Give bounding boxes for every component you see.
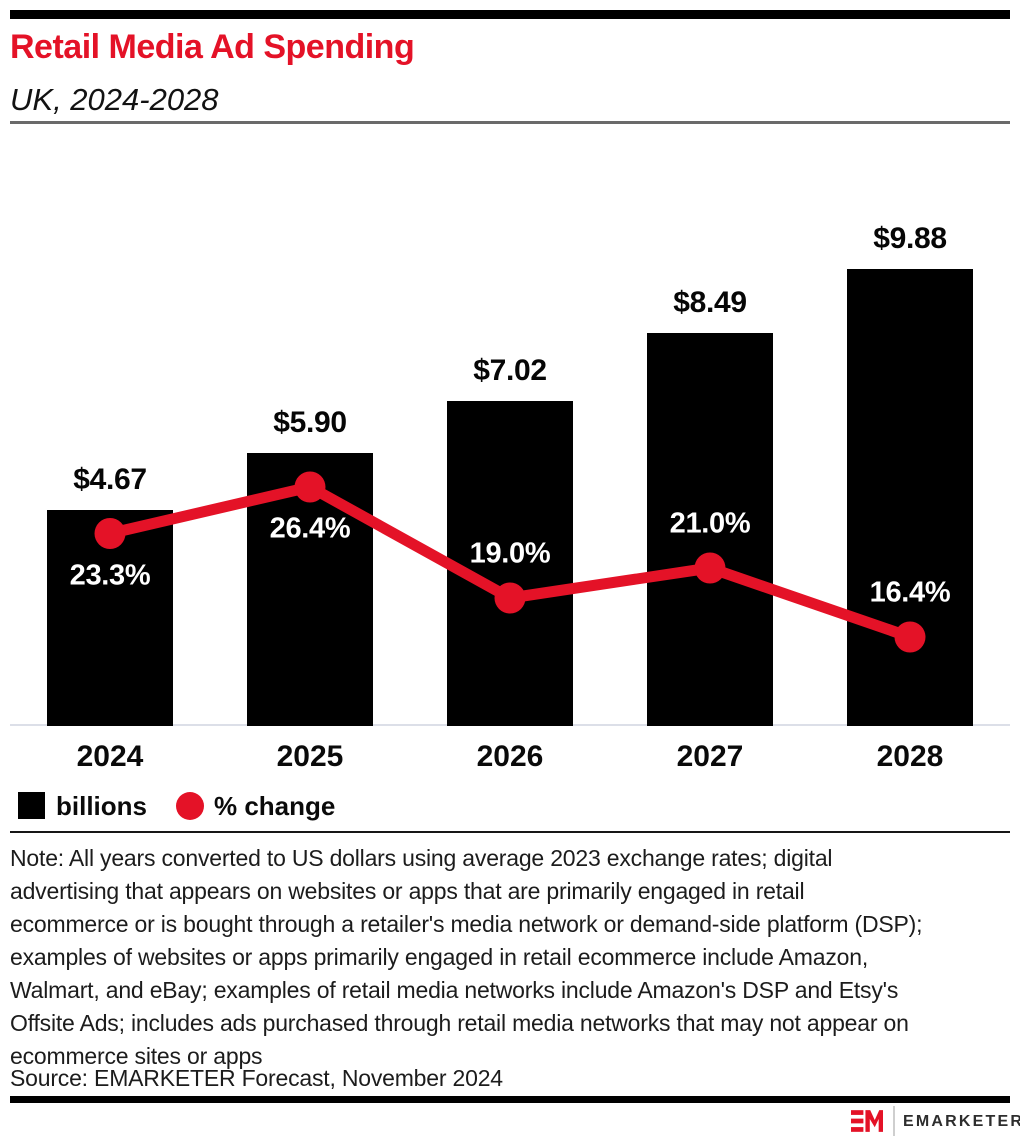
x-axis-label-2024: 2024 [76,740,144,773]
header-divider [10,121,1010,124]
legend-bar-swatch [18,792,45,819]
note-divider [10,831,1010,833]
legend-line-label: % change [214,791,336,821]
pct-value-label-2025: 26.4% [269,512,351,545]
bar-value-label-2027: $8.49 [673,286,747,319]
pct-value-label-2024: 23.3% [69,559,151,591]
pct-value-label-2028: 16.4% [869,576,951,609]
source-text: Source: EMARKETER Forecast, November 202… [10,1065,503,1091]
pct-value-label-2027: 21.0% [669,507,751,540]
x-axis-label-2027: 2027 [676,740,744,773]
emarketer-logo-icon [851,1110,883,1132]
chart-title: Retail Media Ad Spending [10,28,415,66]
bar-value-label-2025: $5.90 [273,406,347,439]
brand-wordmark: EMARKETER [903,1113,1020,1130]
x-axis-label-2028: 2028 [876,740,944,773]
bar-2028 [847,269,973,726]
bar-2024 [47,510,173,726]
x-axis-label-2025: 2025 [276,740,344,773]
top-accent-bar [10,10,1010,19]
chart-subtitle: UK, 2024-2028 [10,82,219,117]
footer-accent-bar [10,1096,1010,1103]
bar-value-label-2024: $4.67 [73,463,147,496]
logo-divider [893,1106,895,1136]
pct-value-label-2026: 19.0% [469,537,551,570]
note-text: Note: All years converted to US dollars … [10,845,923,1069]
bar-value-label-2026: $7.02 [473,354,547,387]
bar-value-label-2028: $9.88 [873,222,947,255]
bar-2025 [247,453,373,726]
legend-bar-label: billions [56,791,147,821]
x-axis-label-2026: 2026 [476,740,544,773]
legend-line-swatch [176,792,204,820]
